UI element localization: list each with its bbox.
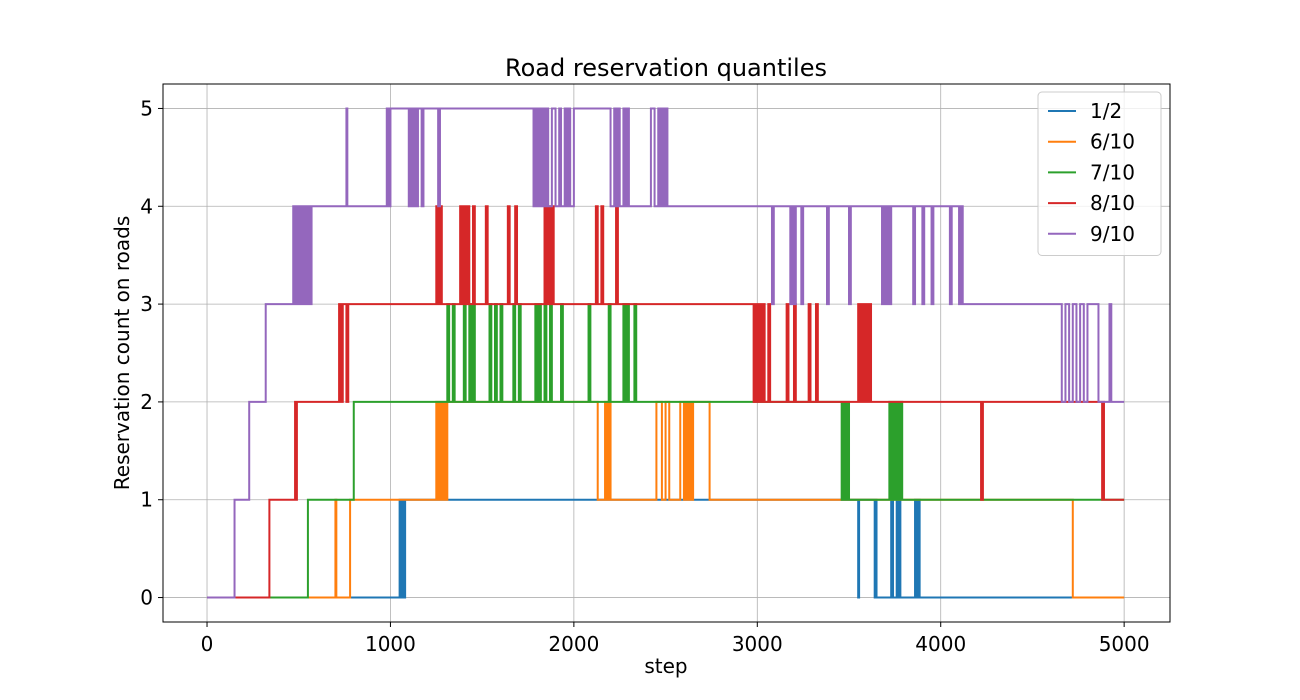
y-tick-label: 1	[140, 488, 153, 512]
x-tick-label: 3000	[732, 632, 783, 656]
y-tick-label: 0	[140, 586, 153, 610]
y-tick-label: 3	[140, 292, 153, 316]
y-axis-label: Reservation count on roads	[110, 216, 134, 490]
x-tick-label: 1000	[365, 632, 416, 656]
x-tick-label: 4000	[915, 632, 966, 656]
series-line-4	[207, 205, 1125, 599]
x-tick-label: 5000	[1099, 632, 1150, 656]
series-line-2	[207, 400, 1125, 599]
y-tick-label: 5	[140, 96, 153, 120]
legend-label: 7/10	[1090, 160, 1135, 184]
x-axis-label: step	[644, 654, 687, 678]
x-tick-label: 2000	[548, 632, 599, 656]
chart-title: Road reservation quantiles	[505, 54, 827, 82]
series-line-5	[207, 107, 1125, 599]
legend-label: 8/10	[1090, 191, 1135, 215]
legend: 1/2 6/10 7/10 8/10 9/10	[1037, 91, 1162, 256]
axis-ticks: 0 1000 2000 3000 4000 5000 0 1 2 3 4 5	[140, 96, 1149, 656]
y-tick-label: 4	[140, 194, 153, 218]
legend-label: 9/10	[1090, 222, 1135, 246]
x-tick-label: 0	[201, 632, 214, 656]
plot-frame	[162, 83, 1171, 623]
legend-label: 6/10	[1090, 130, 1135, 154]
legend-label: 1/2	[1090, 99, 1122, 123]
legend-box	[1037, 91, 1162, 256]
series-lines	[207, 107, 1125, 599]
y-tick-label: 2	[140, 390, 153, 414]
